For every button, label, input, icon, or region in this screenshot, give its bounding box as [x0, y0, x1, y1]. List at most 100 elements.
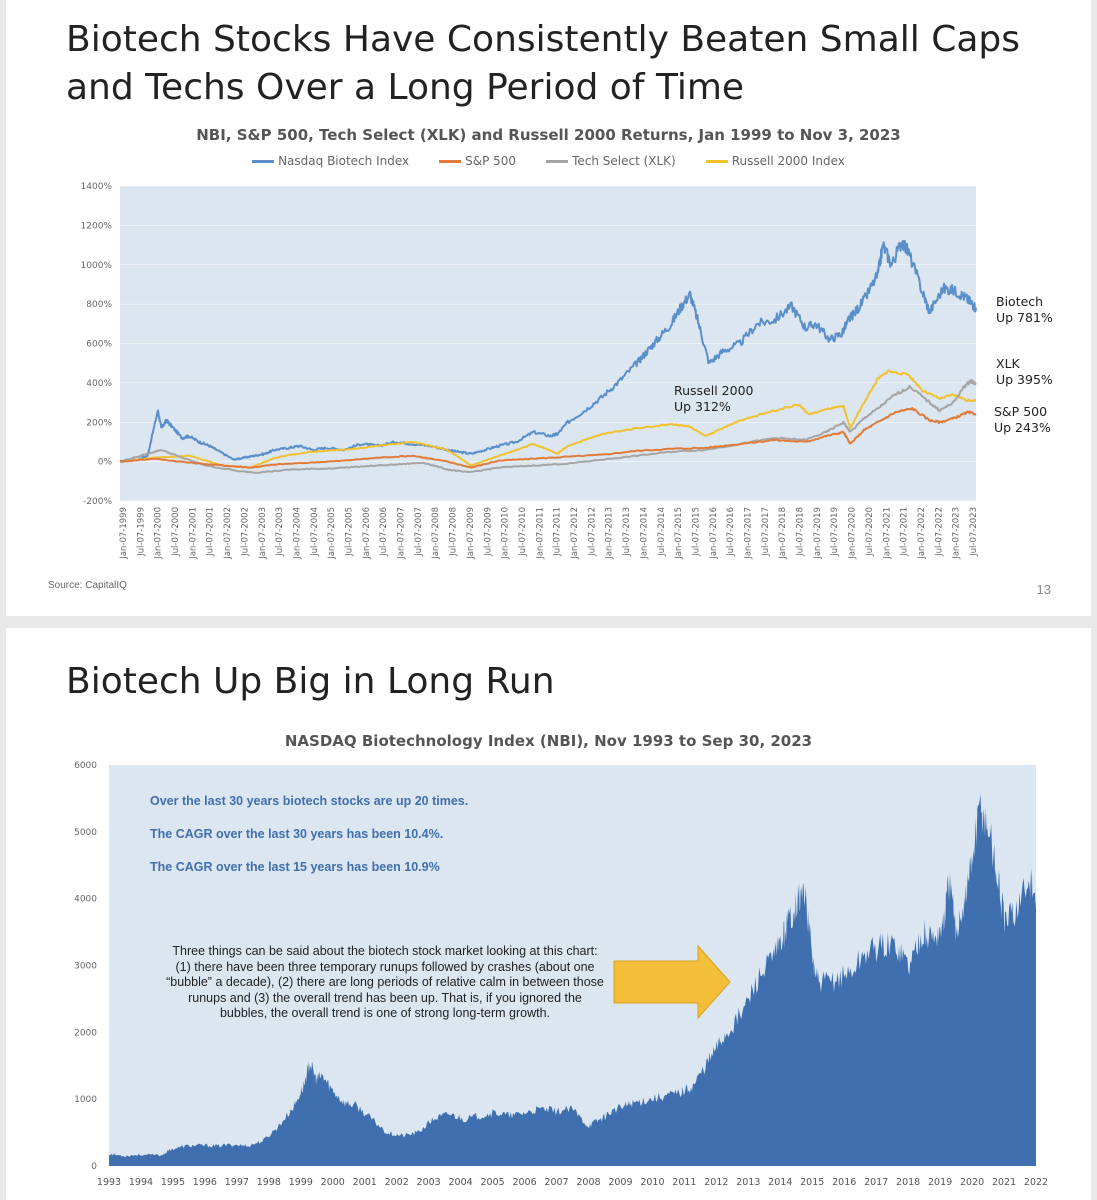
x-tick-label: 2016: [832, 1177, 856, 1188]
x-tick-label: 2018: [896, 1177, 920, 1188]
legend-item-sp500: S&P 500: [439, 154, 516, 168]
source-note: Source: CapitalIQ: [48, 580, 127, 591]
x-tick-label: Jul-07-2008: [449, 507, 459, 557]
y-tick-label: 200%: [86, 418, 112, 428]
x-tick-label: Jan-07-2022: [917, 507, 927, 560]
x-tick-label: Jan-07-2001: [188, 507, 198, 560]
x-tick-label: Jul-07-2001: [206, 507, 216, 557]
annotation-value: Up 395%: [996, 372, 1053, 387]
legend-swatch-russell: [705, 159, 728, 163]
slide-returns: Biotech Stocks Have Consistently Beaten …: [6, 0, 1091, 616]
legend-item-xlk: Tech Select (XLK): [546, 154, 676, 168]
annotation-biotech: Biotech Up 781%: [996, 294, 1053, 326]
legend-item-nbi: Nasdaq Biotech Index: [252, 154, 409, 168]
x-tick-label: 2015: [800, 1177, 824, 1188]
x-tick-label: Jul-07-2017: [761, 507, 771, 557]
x-tick-label: 2006: [512, 1177, 536, 1188]
x-tick-label: 2007: [544, 1177, 568, 1188]
x-tick-label: Jul-07-2005: [345, 507, 355, 557]
x-tick-label: 2001: [353, 1177, 377, 1188]
annotation-russell: Russell 2000 Up 312%: [674, 383, 754, 415]
series-line-russell: [119, 369, 977, 469]
y-tick-label: 1400%: [81, 182, 113, 192]
y-tick-label: -200%: [83, 497, 112, 507]
x-tick-label: Jan-07-2016: [709, 507, 719, 560]
annotation-label: XLK: [996, 356, 1020, 371]
x-tick-label: Jan-07-2023: [952, 507, 962, 560]
legend-label: Nasdaq Biotech Index: [278, 154, 410, 168]
x-tick-label: 1998: [257, 1177, 281, 1188]
x-tick-label: 2009: [608, 1177, 632, 1188]
x-tick-label: Jan-07-2009: [466, 507, 476, 560]
y-tick-label: 0%: [98, 458, 113, 468]
annotation-label: S&P 500: [994, 404, 1048, 419]
x-tick-label: Jan-07-2019: [813, 507, 823, 560]
line-chart: -200% 0% 200% 400% 600% 800% 1000% 1200% 1400% Ja…: [81, 182, 979, 560]
x-tick-label: 2010: [640, 1177, 664, 1188]
annotation-label: Russell 2000: [674, 383, 754, 398]
x-tick-label: Jan-07-2002: [223, 507, 233, 560]
legend-swatch-xlk: [546, 159, 569, 163]
area-series: [109, 793, 1036, 1166]
chart-title: NASDAQ Biotechnology Index (NBI), Nov 19…: [284, 732, 813, 750]
x-tick-label: 2012: [704, 1177, 728, 1188]
legend-item-russell: Russell 2000 Index: [705, 154, 845, 168]
slide-nbi-long-run: Biotech Up Big in Long Run NASDAQ Biotec…: [6, 628, 1091, 1200]
x-tick-label: 2021: [992, 1177, 1016, 1188]
x-tick-label: Jul-07-2007: [414, 507, 424, 557]
x-tick-label: Jan-07-2014: [639, 507, 649, 560]
series-line-xlk: [119, 379, 977, 474]
x-tick-label: 1996: [193, 1177, 217, 1188]
x-tick-label: 1997: [225, 1177, 249, 1188]
annotation-xlk: XLK Up 395%: [996, 356, 1053, 388]
x-tick-label: Jan-07-2011: [535, 507, 545, 560]
x-tick-label: Jan-07-2004: [292, 507, 302, 560]
y-tick-label: 1000: [74, 1095, 97, 1105]
x-tick-label: Jan-07-2021: [882, 507, 892, 560]
annotation-value: Up 312%: [674, 399, 731, 414]
x-tick-label: 2008: [576, 1177, 600, 1188]
callout-text: Three things can be said about the biote…: [166, 944, 604, 1020]
x-tick-label: 2000: [321, 1177, 345, 1188]
legend-label: Tech Select (XLK): [572, 154, 676, 168]
x-tick-label: Jul-07-2012: [587, 507, 597, 557]
x-tick-label: Jul-07-2010: [518, 507, 528, 557]
x-tick-label: Jul-07-2011: [553, 507, 563, 557]
x-tick-label: Jul-07-2019: [830, 507, 840, 557]
x-tick-label: 2020: [960, 1177, 984, 1188]
x-tick-label: Jul-07-2006: [379, 507, 389, 557]
series-line-nbi: [119, 239, 977, 463]
annotation-value: Up 781%: [996, 310, 1053, 325]
x-tick-label: Jul-07-2002: [240, 507, 250, 557]
arrow-icon: [613, 944, 731, 1020]
x-tick-label: Jul-07-2003: [275, 507, 285, 557]
legend-label: Russell 2000 Index: [731, 154, 845, 168]
x-tick-label: Jul-07-2015: [691, 507, 701, 557]
x-tick-label: 2013: [736, 1177, 760, 1188]
x-tick-label: 2014: [768, 1177, 792, 1188]
x-tick-label: 2011: [672, 1177, 696, 1188]
x-tick-label: Jan-07-2012: [570, 507, 580, 560]
y-tick-label: 2000: [74, 1028, 97, 1038]
slide-title: Biotech Up Big in Long Run: [66, 661, 555, 702]
x-tick-label: Jan-07-2006: [362, 507, 372, 560]
x-tick-label: Jul-07-2018: [796, 507, 806, 557]
y-tick-label: 0: [91, 1162, 97, 1172]
x-tick-label: 2003: [417, 1177, 441, 1188]
x-tick-label: Jan-07-2013: [605, 507, 615, 560]
legend-swatch-nbi: [252, 159, 275, 163]
area-chart: 0 1000 2000 3000 4000 5000 6000 1993 1994 1995 199…: [74, 761, 1048, 1188]
series-line-sp500: [119, 406, 977, 469]
x-tick-label: Jan-07-2015: [674, 507, 684, 560]
x-tick-label: Jan-07-2007: [397, 507, 407, 560]
x-tick-label: 2004: [449, 1177, 473, 1188]
x-tick-label: Jul-07-2014: [657, 507, 667, 557]
x-tick-label: Jul-07-2016: [726, 507, 736, 557]
x-tick-label: Jul-07-1999: [136, 507, 146, 557]
annotation-label: Biotech: [996, 294, 1044, 309]
y-tick-label: 400%: [86, 379, 112, 389]
legend-label: S&P 500: [465, 154, 517, 168]
y-tick-label: 4000: [74, 895, 97, 905]
x-tick-label: Jan-07-1999: [119, 507, 129, 560]
x-tick-label: Jul-07-2022: [934, 507, 944, 557]
